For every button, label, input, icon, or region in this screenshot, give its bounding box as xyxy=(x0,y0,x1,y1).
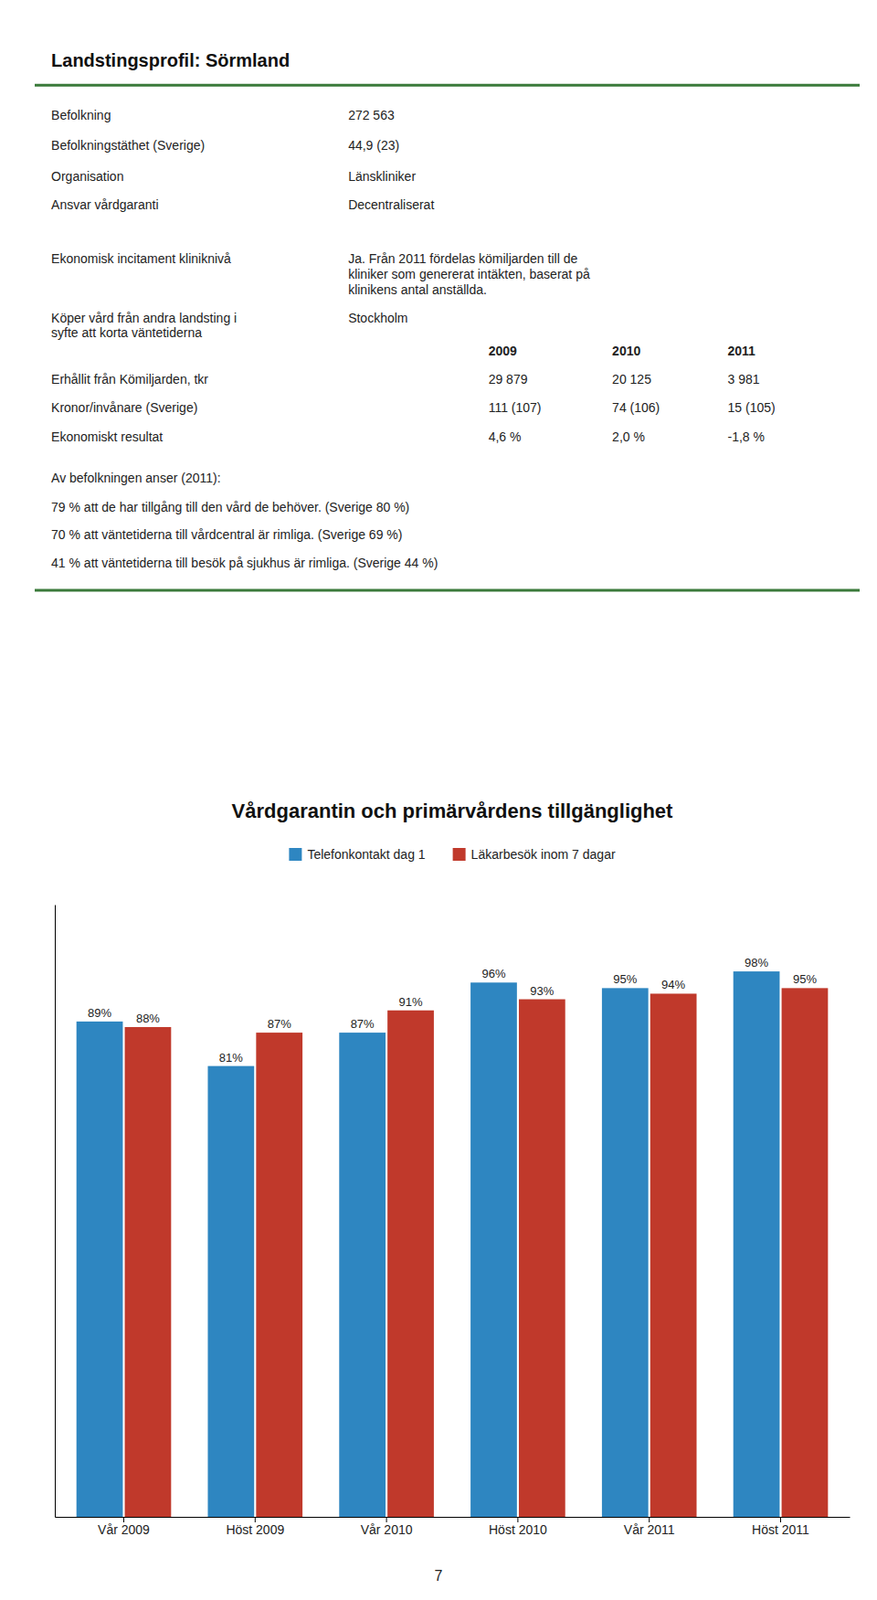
bar xyxy=(650,993,698,1517)
legend: Telefonkontakt dag 1 Läkarbesök inom 7 da… xyxy=(288,846,616,862)
x-tick-label: Vår 2010 xyxy=(360,1521,413,1537)
chart-title: Vårdgarantin och primärvårdens tillgängl… xyxy=(232,799,675,823)
data-labels: 89% 81% 87% 96% 95% 98% 88% 87% 91% 93% 94% 95% xyxy=(87,955,817,1065)
data-label: 87% xyxy=(267,1016,292,1031)
header-rule xyxy=(34,84,860,87)
info-value: Länskliniker xyxy=(348,169,416,184)
bar xyxy=(125,1026,172,1517)
bar xyxy=(733,971,781,1517)
x-tick: Höst 2011 xyxy=(751,1516,810,1537)
x-tick-label: Höst 2010 xyxy=(488,1521,548,1537)
x-tick-label: Höst 2009 xyxy=(225,1521,285,1537)
legend-label: Telefonkontakt dag 1 xyxy=(306,846,425,862)
info-label: Organisation xyxy=(51,169,124,184)
table-cell: 15 (105) xyxy=(728,400,776,415)
table-cell: 20 125 xyxy=(612,371,652,387)
data-label: 81% xyxy=(219,1050,244,1065)
data-label: 87% xyxy=(350,1016,375,1031)
table-cell: 2,0 % xyxy=(612,429,645,444)
info-label: Befolkning xyxy=(51,107,111,123)
info-label: Köper vård från andra landsting isyfte a… xyxy=(51,310,237,341)
legend-label: Läkarbesök inom 7 dagar xyxy=(471,846,616,862)
info-label: Befolkningstäthet (Sverige) xyxy=(51,137,205,153)
x-tick-label: Höst 2011 xyxy=(751,1521,810,1537)
x-tick: Vår 2011 xyxy=(623,1516,676,1537)
page: Landstingsprofil: Sörmland Befolkning 272 … xyxy=(0,0,877,1600)
y-axis-line xyxy=(54,905,56,1518)
bar xyxy=(781,987,829,1517)
table-header: 2011 xyxy=(728,343,757,359)
y-axis xyxy=(54,905,56,1518)
bar xyxy=(338,1032,386,1517)
bar-series xyxy=(125,987,829,1517)
bar xyxy=(602,987,649,1517)
info-value: 272 563 xyxy=(348,107,395,123)
x-axis-line xyxy=(55,1516,851,1518)
x-tick: Vår 2010 xyxy=(360,1516,413,1537)
table-cell: 111 (107) xyxy=(488,400,542,415)
x-tick-label: Vår 2009 xyxy=(97,1521,150,1537)
data-label: 93% xyxy=(529,983,554,998)
table-row-label: Erhållit från Kömiljarden, tkr xyxy=(51,371,209,387)
info-value: Ja. Från 2011 fördelas kömiljarden till … xyxy=(348,251,591,297)
chart: Vårdgarantin och primärvårdens tillgängl… xyxy=(55,799,851,1537)
profile-title: Landstingsprofil: Sörmland xyxy=(51,50,290,71)
section-divider xyxy=(34,589,860,592)
bar xyxy=(255,1032,303,1517)
legend-swatch xyxy=(453,847,466,861)
bar xyxy=(518,999,566,1517)
info-label: Ansvar vårdgaranti xyxy=(51,197,159,212)
bar xyxy=(76,1021,124,1517)
bar xyxy=(387,1010,434,1517)
table-cell: 4,6 % xyxy=(488,429,522,444)
data-label: 88% xyxy=(136,1011,160,1025)
population-item: 41 % att väntetiderna till besök på sjuk… xyxy=(51,555,438,571)
data-label: 95% xyxy=(792,972,817,986)
table-header: 2010 xyxy=(612,343,641,359)
table-cell: 29 879 xyxy=(488,371,529,387)
x-tick: Höst 2009 xyxy=(225,1516,285,1537)
page-number: 7 xyxy=(434,1567,444,1584)
bar-series xyxy=(76,971,781,1517)
bar xyxy=(207,1066,254,1517)
x-tick: Höst 2010 xyxy=(488,1516,548,1537)
table-row-label: Kronor/invånare (Sverige) xyxy=(51,400,198,415)
table-cell: -1,8 % xyxy=(728,429,765,444)
info-value: Stockholm xyxy=(348,310,408,326)
table-row-label: Ekonomiskt resultat xyxy=(51,429,163,444)
data-label: 89% xyxy=(87,1005,112,1020)
table-header: 2009 xyxy=(488,343,518,359)
x-tick: Vår 2009 xyxy=(97,1516,150,1537)
bar xyxy=(470,982,518,1517)
profile-panel: Landstingsprofil: Sörmland Befolkning 272 … xyxy=(34,50,860,591)
data-label: 95% xyxy=(612,972,637,986)
info-label: Ekonomisk incitament kliniknivå xyxy=(51,251,232,266)
table-cell: 3 981 xyxy=(728,371,761,387)
data-label: 98% xyxy=(744,955,769,970)
data-label: 96% xyxy=(481,966,506,981)
table-cell: 74 (106) xyxy=(612,400,660,415)
data-label: 94% xyxy=(661,977,686,992)
legend-item: Telefonkontakt dag 1 xyxy=(288,846,425,862)
legend-swatch xyxy=(288,847,302,861)
population-item: 79 % att de har tillgång till den vård d… xyxy=(51,499,410,515)
x-tick-label: Vår 2011 xyxy=(623,1521,676,1537)
x-axis: Vår 2009 Höst 2009 Vår 2010 Höst 2010 Vår 20… xyxy=(55,1516,851,1537)
info-value: 44,9 (23) xyxy=(348,137,400,153)
population-text: Av befolkningen anser (2011): xyxy=(51,470,222,486)
population-item: 70 % att väntetiderna till vårdcentral ä… xyxy=(51,527,402,542)
bars xyxy=(76,971,829,1517)
legend-item: Läkarbesök inom 7 dagar xyxy=(453,846,616,862)
data-label: 91% xyxy=(399,994,423,1009)
info-value: Decentraliserat xyxy=(348,197,434,212)
